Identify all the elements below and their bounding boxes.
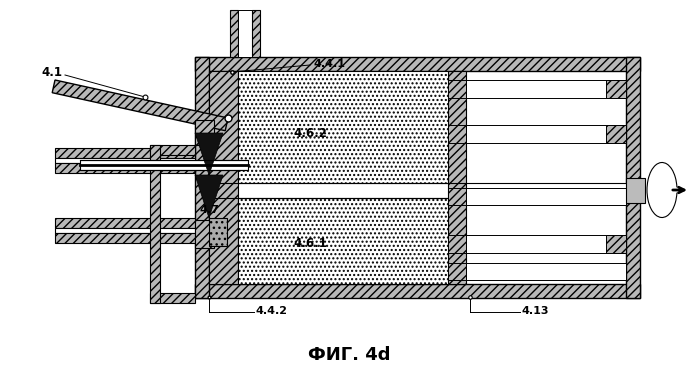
Bar	[150, 293, 195, 303]
Bar	[606, 80, 626, 98]
Bar	[448, 235, 466, 253]
Bar	[80, 160, 248, 170]
Bar	[55, 148, 195, 158]
Text: 4.7: 4.7	[200, 205, 220, 215]
Bar	[606, 125, 626, 143]
Bar	[626, 178, 645, 203]
Bar	[55, 218, 195, 228]
Text: 4.4.2: 4.4.2	[256, 306, 288, 316]
Bar	[626, 57, 640, 298]
Bar	[238, 198, 448, 284]
Text: 4.13: 4.13	[522, 306, 549, 316]
Text: 4.1: 4.1	[41, 65, 62, 79]
Bar	[448, 80, 466, 98]
Bar	[195, 220, 214, 248]
Bar	[209, 218, 227, 246]
Bar	[466, 263, 626, 280]
Bar	[448, 125, 466, 143]
Bar	[55, 163, 195, 173]
Bar	[195, 284, 640, 298]
Bar	[448, 263, 466, 280]
Bar	[209, 183, 640, 198]
Bar	[238, 10, 252, 57]
Bar	[230, 10, 238, 57]
Bar	[466, 80, 626, 98]
Bar	[606, 235, 626, 253]
Bar	[238, 71, 448, 183]
Bar	[55, 233, 195, 243]
Bar	[209, 71, 238, 284]
Text: 4.6.1: 4.6.1	[293, 236, 327, 249]
Bar	[150, 145, 160, 303]
Polygon shape	[52, 80, 228, 131]
Bar	[55, 158, 195, 163]
Text: ФИГ. 4d: ФИГ. 4d	[308, 346, 391, 364]
Bar	[448, 71, 466, 284]
Bar	[195, 57, 640, 71]
Text: 4.6.2: 4.6.2	[293, 126, 327, 140]
Bar	[195, 120, 214, 145]
Bar	[252, 10, 260, 57]
Bar	[466, 188, 626, 205]
Bar	[55, 228, 195, 233]
Bar	[466, 235, 626, 253]
Text: 4.4.1: 4.4.1	[313, 59, 345, 69]
Polygon shape	[195, 175, 223, 218]
Bar	[448, 188, 466, 205]
Bar	[209, 71, 626, 284]
Bar	[150, 145, 195, 155]
Bar	[195, 57, 209, 298]
Bar	[466, 125, 626, 143]
Polygon shape	[195, 133, 223, 175]
